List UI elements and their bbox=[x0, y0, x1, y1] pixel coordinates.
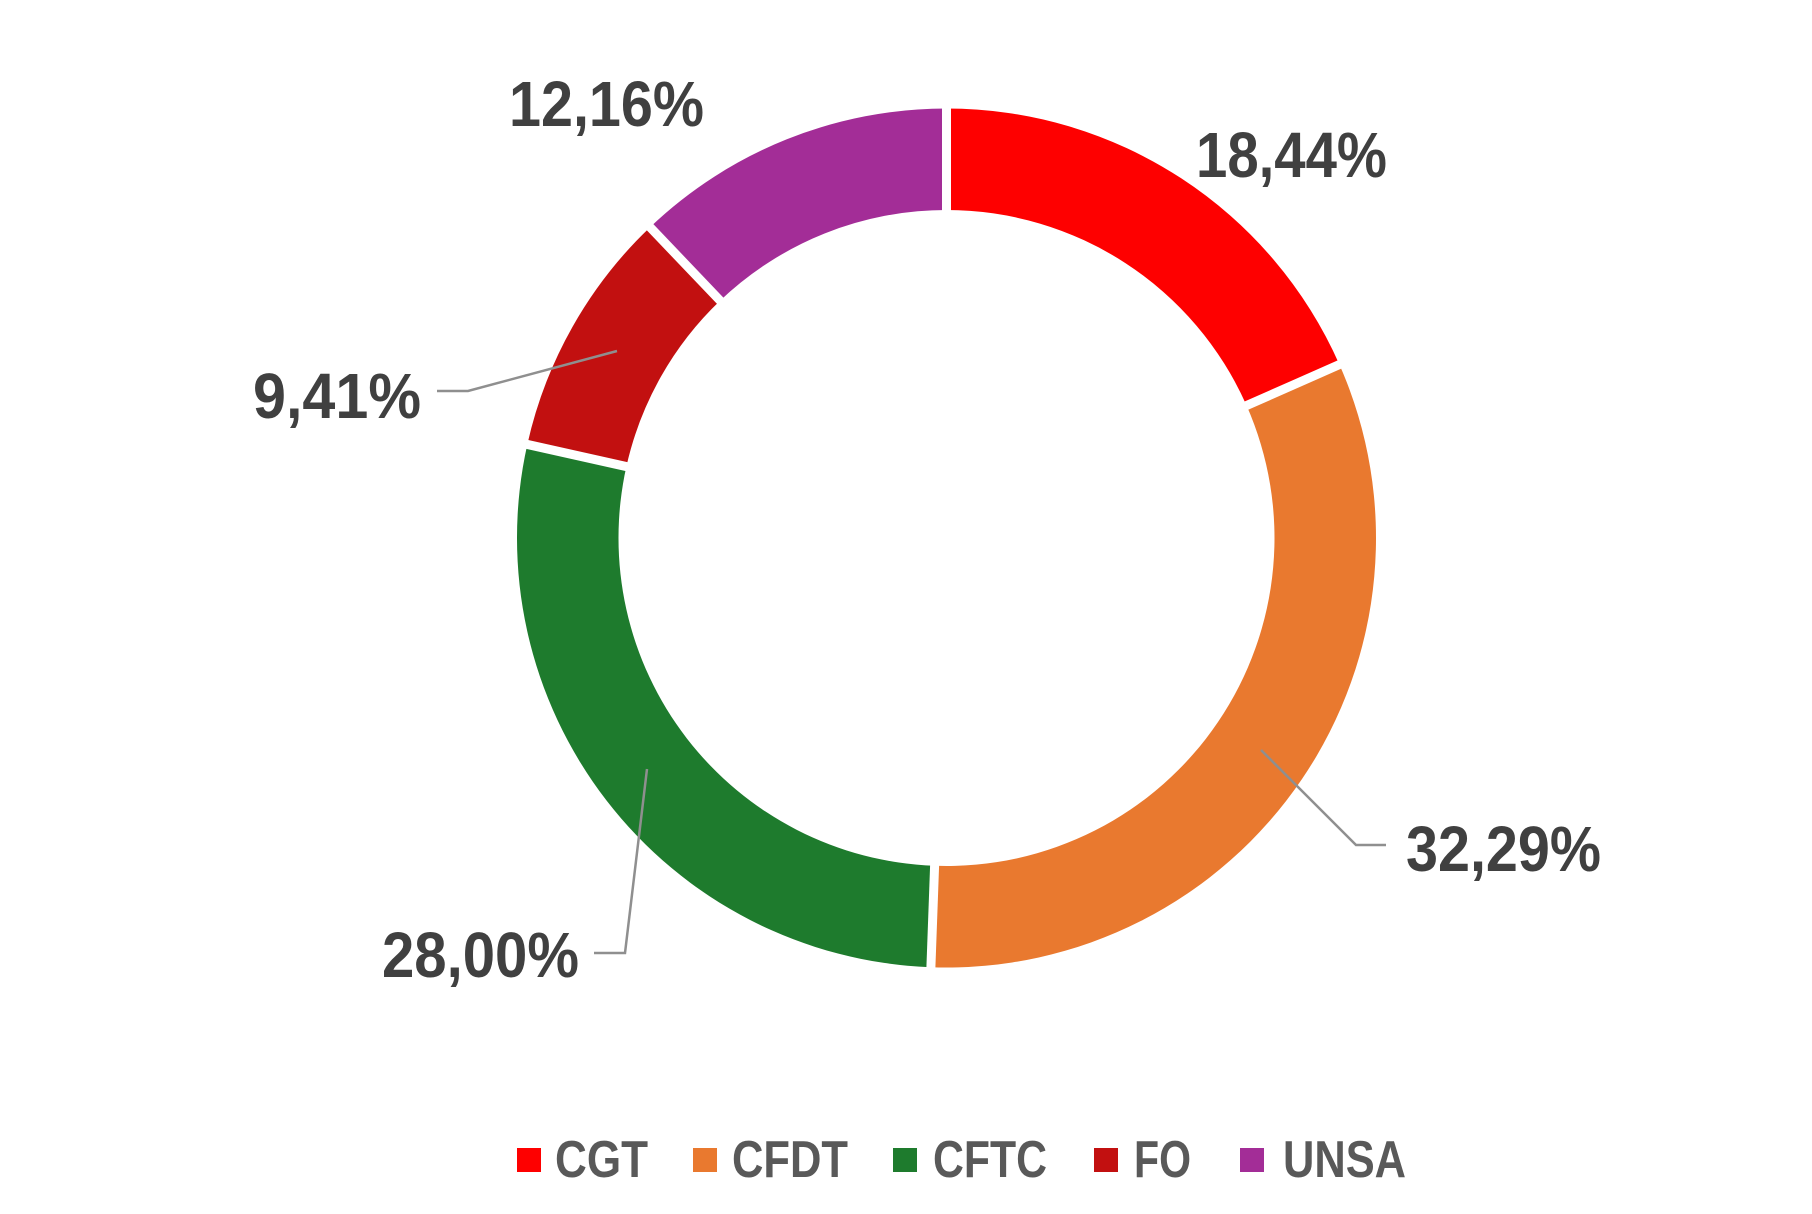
svg-text:28,00%: 28,00% bbox=[382, 919, 579, 991]
svg-text:32,29%: 32,29% bbox=[1406, 813, 1601, 885]
svg-text:UNSA: UNSA bbox=[1283, 1131, 1406, 1189]
svg-text:FO: FO bbox=[1134, 1131, 1191, 1189]
svg-text:18,44%: 18,44% bbox=[1196, 119, 1387, 191]
svg-text:9,41%: 9,41% bbox=[253, 360, 421, 432]
svg-text:CFTC: CFTC bbox=[933, 1131, 1047, 1189]
svg-text:12,16%: 12,16% bbox=[509, 68, 704, 140]
svg-text:CGT: CGT bbox=[555, 1131, 648, 1189]
svg-text:CFDT: CFDT bbox=[732, 1131, 848, 1189]
